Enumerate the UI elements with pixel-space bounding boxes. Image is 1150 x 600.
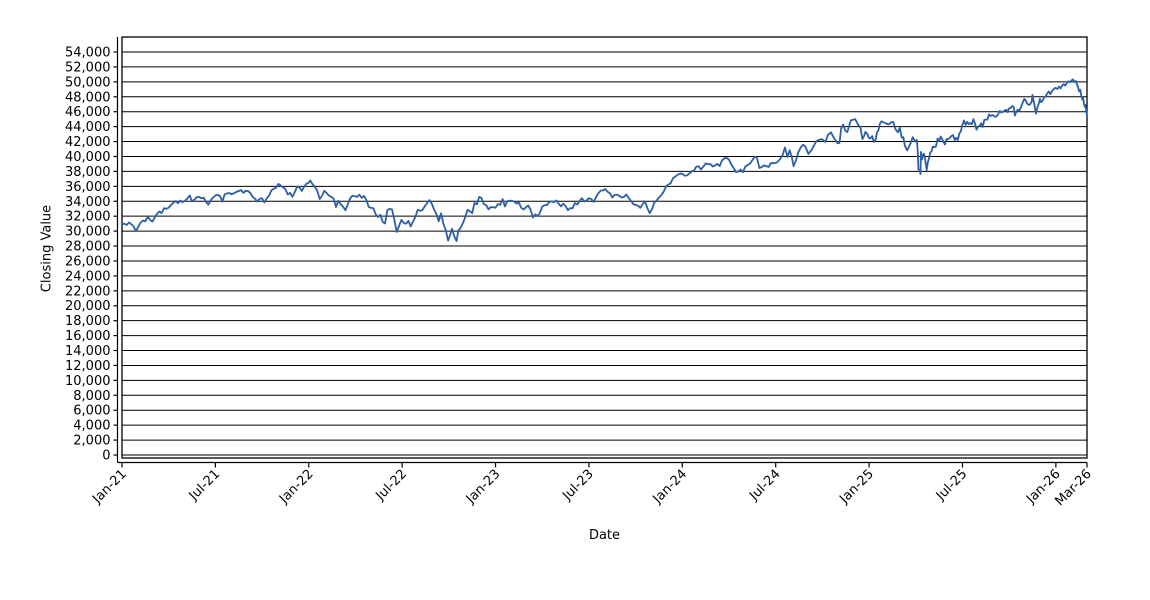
series-group [121, 78, 1088, 243]
y-tick-label: 54,000 [65, 46, 111, 61]
y-tick-label: 22,000 [65, 284, 111, 299]
x-tick-label: Jul-22 [373, 467, 410, 504]
closing-value-line [121, 78, 1088, 243]
y-tick-label: 10,000 [65, 374, 111, 389]
x-tick-label: Jul-21 [186, 467, 223, 504]
y-tick-label: 36,000 [65, 180, 111, 195]
y-tick-label: 44,000 [65, 120, 111, 135]
y-tick-label: 18,000 [65, 314, 111, 329]
y-tick-label: 42,000 [65, 135, 111, 150]
y-tick-label: 32,000 [65, 210, 111, 225]
y-tick-label: 28,000 [65, 240, 111, 255]
y-tick-label: 48,000 [65, 90, 111, 105]
y-tick-label: 52,000 [65, 60, 111, 75]
y-tick-label: 26,000 [65, 254, 111, 269]
x-tick-label: Jan-25 [836, 467, 877, 508]
x-tick-label: Jan-22 [276, 467, 317, 508]
y-tick-label: 12,000 [65, 359, 111, 374]
x-tick-label: Jan-21 [89, 467, 130, 508]
y-tick-label: 38,000 [65, 165, 111, 180]
y-tick-label: 24,000 [65, 269, 111, 284]
y-tick-label: 34,000 [65, 195, 111, 210]
y-tick-label: 16,000 [65, 329, 111, 344]
plot-frame [121, 36, 1088, 459]
gridlines-group [122, 51, 1087, 456]
y-tick-label: 30,000 [65, 225, 111, 240]
y-tick-label: 14,000 [65, 344, 111, 359]
x-tick-label: Jul-25 [933, 467, 970, 504]
x-tick-labels-group: Jan-21 Jul-21 Jan-22 Jul-22 Jan-23 Jul-23 Jan-… [89, 467, 1095, 509]
y-tick-label: 4,000 [73, 419, 110, 434]
x-tick-label: Jul-24 [746, 467, 783, 504]
y-tick-label: 40,000 [65, 150, 111, 165]
x-tick-label: Jan-24 [650, 467, 691, 508]
y-tick-label: 20,000 [65, 299, 111, 314]
y-tick-label: 8,000 [73, 389, 110, 404]
y-tick-label: 50,000 [65, 75, 111, 90]
x-tick-label: Jul-23 [559, 467, 596, 504]
y-tick-label: 2,000 [73, 434, 110, 449]
y-tick-label: 6,000 [73, 404, 110, 419]
x-axis-title: Date [588, 528, 621, 543]
x-tick-label: Jan-23 [463, 467, 504, 508]
y-tick-label: 46,000 [65, 105, 111, 120]
plot-frame-group [121, 36, 1088, 459]
axes-group [113, 37, 1088, 468]
y-axis-title: Closing Value [39, 204, 55, 293]
y-tick-labels-group: 02,0004,0006,0008,00010,00012,00014,0001… [65, 46, 111, 464]
y-tick-label: 0 [102, 449, 110, 464]
